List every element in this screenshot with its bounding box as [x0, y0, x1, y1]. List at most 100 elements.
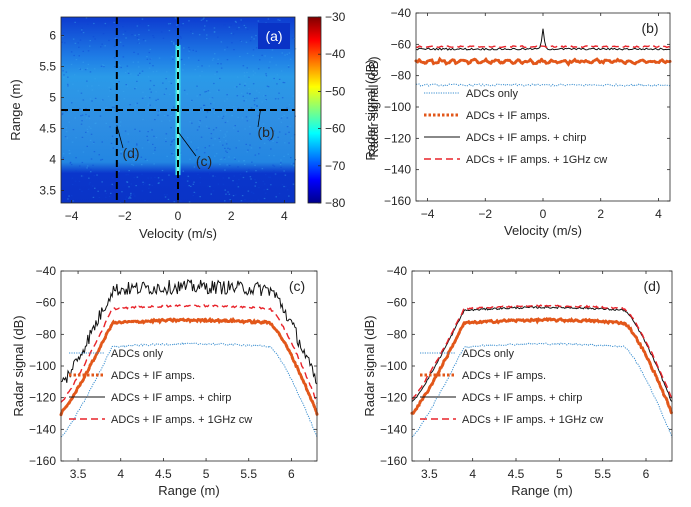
- heatmap-speckle: [157, 182, 160, 184]
- heatmap-speckle: [136, 80, 138, 82]
- heatmap-speckle: [124, 130, 127, 132]
- heatmap-speckle: [128, 197, 130, 199]
- heatmap-speckle: [120, 153, 122, 155]
- heatmap-speckle: [94, 97, 97, 99]
- heatmap-speckle: [147, 102, 150, 104]
- heatmap-speckle: [165, 133, 168, 135]
- heatmap-speckle: [105, 192, 108, 194]
- heatmap-speckle: [274, 173, 277, 175]
- heatmap-speckle: [132, 164, 135, 166]
- heatmap-speckle: [64, 136, 67, 138]
- heatmap-speckle: [121, 150, 123, 152]
- heatmap-speckle: [119, 125, 121, 127]
- heatmap-speckle: [209, 185, 211, 188]
- heatmap-speckle: [92, 142, 95, 144]
- heatmap-speckle: [233, 157, 236, 159]
- heatmap-speckle: [81, 120, 83, 122]
- heatmap-speckle: [89, 71, 92, 73]
- heatmap-speckle: [155, 91, 157, 93]
- heatmap-speckle: [277, 19, 279, 21]
- heatmap-speckle: [223, 100, 226, 102]
- heatmap-speckle: [162, 82, 164, 84]
- heatmap-speckle: [67, 83, 69, 85]
- heatmap-speckle: [271, 56, 273, 59]
- heatmap-speckle: [88, 118, 91, 120]
- heatmap-speckle: [130, 183, 133, 185]
- heatmap-speckle: [130, 73, 132, 75]
- heatmap-speckle: [94, 122, 96, 125]
- heatmap-speckle: [127, 141, 130, 143]
- panel-d-ytick-label: −160: [380, 454, 407, 468]
- heatmap-speckle: [199, 122, 201, 124]
- colorbar-tick-label: −70: [325, 159, 346, 173]
- heatmap-speckle: [284, 142, 286, 144]
- panel-a-heatmap: (b) (c) (d) −4 −2 0 2 4 3.5 4 4.5 5 5.5 6 Velocity (…: [8, 10, 378, 241]
- heatmap-speckle: [182, 170, 184, 172]
- heatmap-speckle: [113, 106, 115, 108]
- heatmap-speckle: [90, 158, 93, 160]
- heatmap-speckle: [92, 164, 94, 166]
- heatmap-speckle: [218, 137, 220, 139]
- heatmap-speckle: [62, 64, 64, 66]
- heatmap-speckle: [91, 89, 94, 91]
- heatmap-speckle: [198, 19, 201, 21]
- heatmap-speckle: [288, 142, 290, 144]
- heatmap-speckle: [139, 130, 141, 132]
- heatmap-speckle: [200, 136, 203, 138]
- heatmap-speckle: [232, 106, 235, 108]
- heatmap-speckle: [263, 197, 266, 200]
- heatmap-speckle: [170, 144, 172, 146]
- heatmap-speckle: [87, 23, 89, 25]
- heatmap-speckle: [280, 166, 282, 168]
- heatmap-speckle: [204, 25, 206, 27]
- heatmap-speckle: [87, 63, 90, 66]
- heatmap-speckle: [228, 177, 230, 179]
- panel-d-xtick-label: 4.5: [508, 467, 525, 481]
- heatmap-speckle: [126, 85, 128, 87]
- heatmap-speckle: [281, 52, 283, 54]
- heatmap-speckle: [101, 158, 104, 161]
- heatmap-speckle: [89, 139, 92, 141]
- heatmap-speckle: [277, 98, 280, 100]
- heatmap-speckle: [104, 22, 107, 25]
- heatmap-speckle: [146, 56, 148, 58]
- heatmap-speckle: [227, 191, 229, 193]
- heatmap-speckle: [118, 94, 120, 96]
- heatmap-speckle: [129, 194, 132, 196]
- heatmap-speckle: [212, 144, 214, 146]
- heatmap-speckle: [61, 112, 64, 115]
- heatmap-speckle: [98, 154, 100, 156]
- heatmap-speckle: [81, 69, 83, 71]
- heatmap-speckle: [161, 169, 164, 172]
- heatmap-speckle: [284, 174, 287, 176]
- heatmap-speckle: [89, 172, 91, 174]
- heatmap-speckle: [118, 170, 120, 172]
- heatmap-speckle: [283, 170, 285, 172]
- heatmap-speckle: [129, 104, 131, 106]
- heatmap-speckle: [85, 17, 88, 19]
- heatmap-speckle: [214, 53, 216, 55]
- panel-a-label-box: [258, 23, 290, 49]
- heatmap-speckle: [94, 171, 96, 173]
- heatmap-speckle: [65, 110, 67, 112]
- heatmap-speckle: [119, 64, 121, 67]
- heatmap-speckle: [283, 114, 286, 116]
- heatmap-speckle: [144, 158, 147, 160]
- colorbar: [307, 16, 322, 204]
- heatmap-speckle: [197, 66, 199, 68]
- heatmap-speckle: [147, 25, 150, 27]
- heatmap-speckle: [221, 115, 223, 117]
- heatmap-speckle: [195, 50, 197, 52]
- heatmap-speckle: [125, 84, 127, 86]
- heatmap-speckle: [238, 140, 240, 142]
- heatmap-speckle: [220, 41, 223, 43]
- heatmap-speckle: [74, 42, 77, 44]
- heatmap-speckle: [180, 153, 182, 155]
- panel-b-label: (b): [641, 20, 658, 36]
- heatmap-speckle: [189, 158, 191, 160]
- heatmap-speckle: [219, 163, 221, 165]
- heatmap-speckle: [188, 57, 190, 59]
- heatmap-speckle: [101, 100, 103, 102]
- heatmap-speckle: [142, 183, 145, 185]
- heatmap-speckle: [261, 101, 263, 103]
